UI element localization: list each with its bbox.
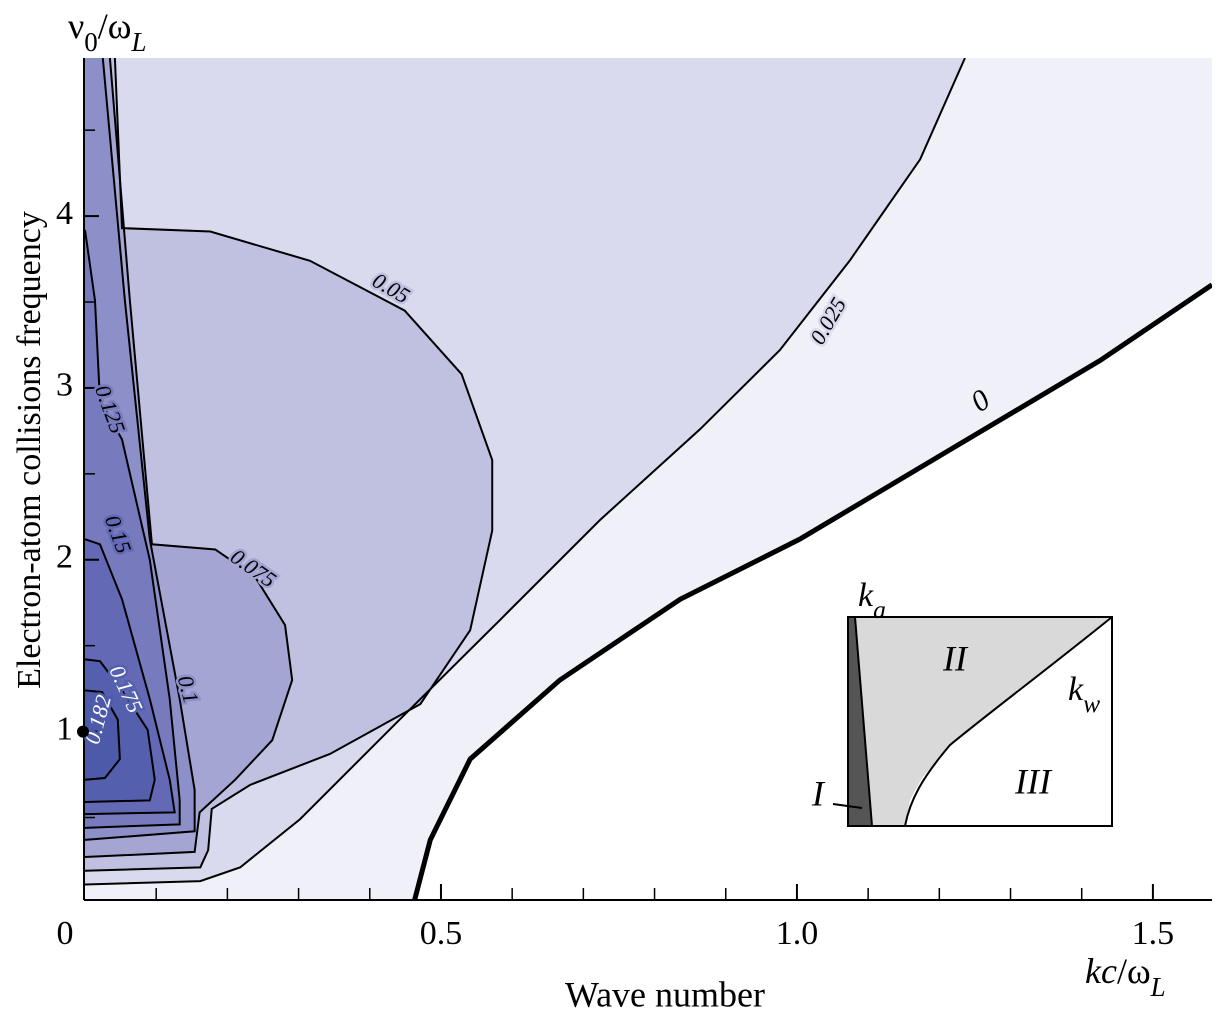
- y-tick-label: 4: [56, 195, 73, 232]
- contour-line: [85, 538, 176, 816]
- text-segment: w: [1083, 689, 1100, 718]
- y-axis-unit: ν0/ωL: [68, 6, 147, 57]
- contour-line: [85, 58, 966, 886]
- inset-border: [847, 616, 1113, 827]
- inset-leader: [832, 803, 863, 809]
- inset: ka kw II I III: [811, 577, 1113, 827]
- contour-line: [85, 58, 494, 872]
- inset-kw-curve: [904, 616, 1113, 827]
- contour-line: [85, 689, 121, 781]
- inset-label: ka: [858, 577, 886, 625]
- text-segment: a: [873, 595, 886, 624]
- inset-label: I: [811, 773, 826, 813]
- contour-line: [412, 282, 1212, 900]
- y-tick-label: 2: [56, 539, 73, 576]
- y-axis-title: Electron-atom collisions frequency: [11, 211, 48, 689]
- x-tick-label: 1.5: [1132, 915, 1175, 952]
- axes: [83, 58, 1212, 901]
- contour-region: [85, 690, 120, 780]
- text-segment: /ω: [98, 6, 132, 46]
- contour-line: [85, 658, 156, 804]
- plot-area: [85, 58, 1212, 900]
- contour-lines: [85, 58, 1212, 900]
- marker-point: [77, 725, 89, 738]
- inset-label: kw: [1068, 671, 1100, 719]
- y-tick-label: 1: [56, 710, 73, 747]
- text-segment: L: [130, 27, 146, 57]
- x-tick-label: 0.5: [420, 915, 463, 952]
- text-segment: k: [1068, 671, 1084, 708]
- text-segment: kc: [1085, 951, 1117, 991]
- text-segment: k: [858, 577, 874, 614]
- inset-label: III: [1014, 761, 1053, 801]
- x-tick-label: 0: [57, 915, 74, 952]
- text-segment: 0: [84, 27, 98, 57]
- contour-line: [85, 58, 294, 859]
- x-axis-unit: kc/ωL: [1085, 951, 1166, 1002]
- inset-region-2: [855, 617, 1112, 826]
- x-axis-title: Wave number: [565, 974, 765, 1014]
- contour-line: [85, 229, 181, 829]
- inset-label: II: [942, 638, 969, 678]
- contour-line: [85, 58, 196, 841]
- text-segment: ν: [68, 6, 84, 46]
- x-tick-label: 1.0: [776, 915, 819, 952]
- text-segment: L: [1150, 972, 1166, 1002]
- text-segment: /ω: [1117, 951, 1151, 991]
- y-tick-label: 3: [56, 367, 73, 404]
